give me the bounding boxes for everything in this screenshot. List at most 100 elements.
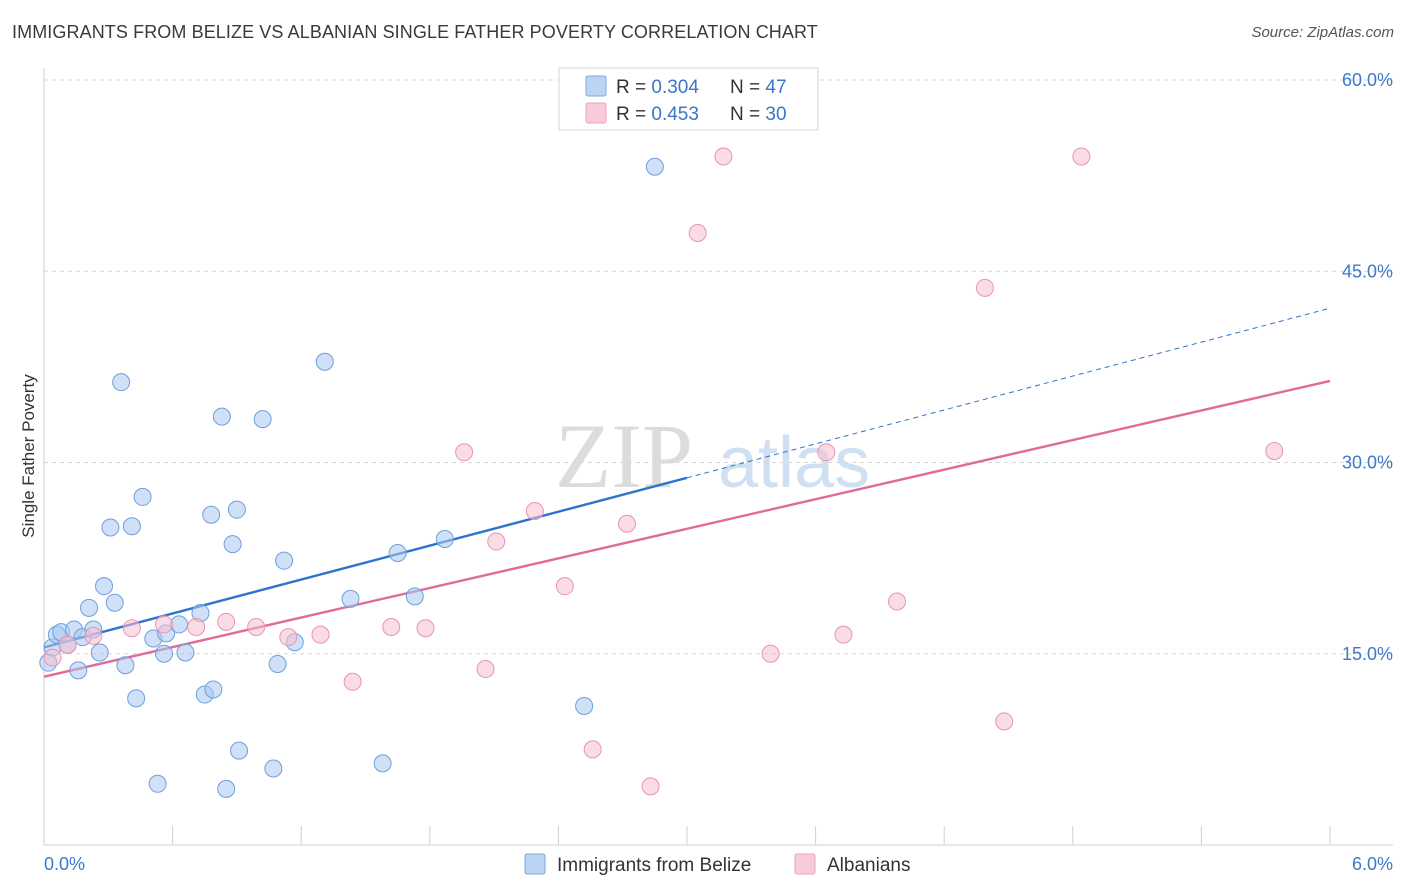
data-point-blue <box>112 373 131 392</box>
data-point-blue <box>212 407 231 426</box>
data-point-pink <box>995 712 1014 731</box>
data-point-pink <box>476 660 495 679</box>
data-point-blue <box>133 487 152 506</box>
data-point-pink <box>455 443 474 462</box>
y-tick-label: 15.0% <box>1342 644 1393 664</box>
data-point-pink <box>84 626 103 645</box>
data-point-pink <box>43 648 62 667</box>
data-point-pink <box>641 777 660 796</box>
legend-r-value: 0.453 <box>651 104 699 125</box>
y-tick-label: 60.0% <box>1342 70 1393 90</box>
data-point-blue <box>122 517 141 536</box>
data-point-blue <box>80 598 99 617</box>
data-point-pink <box>888 592 907 611</box>
y-tick-label: 30.0% <box>1342 453 1393 473</box>
series-legend: Immigrants from Belize Albanians <box>524 853 910 876</box>
data-point-blue <box>435 530 454 548</box>
data-point-blue <box>148 774 167 793</box>
data-point-pink <box>343 672 362 691</box>
data-point-blue <box>268 654 287 673</box>
legend-n-label: N = <box>730 77 765 98</box>
svg-text:R = 0.453: R = 0.453 <box>616 104 699 125</box>
data-point-blue <box>90 643 109 662</box>
data-point-pink <box>817 443 836 462</box>
data-point-pink <box>416 619 435 638</box>
data-point-blue <box>264 759 283 778</box>
data-point-pink <box>1265 442 1284 461</box>
data-point-blue <box>227 500 246 519</box>
stats-legend: R = 0.304 N = 47 R = 0.453 N = 30 <box>558 67 819 131</box>
data-point-blue <box>204 680 223 699</box>
x-tick-label: 0.0% <box>44 854 85 874</box>
data-points <box>39 147 1284 798</box>
legend-swatch-pink <box>585 102 607 124</box>
data-point-pink <box>1072 147 1091 166</box>
data-point-blue <box>155 644 174 663</box>
data-point-pink <box>187 617 206 636</box>
chart-title: IMMIGRANTS FROM BELIZE VS ALBANIAN SINGL… <box>12 22 818 42</box>
data-point-pink <box>525 501 544 520</box>
data-point-blue <box>202 505 221 524</box>
legend-r-value: 0.304 <box>651 77 699 98</box>
data-point-pink <box>688 224 707 242</box>
data-point-blue <box>223 535 242 554</box>
data-point-blue <box>315 352 334 371</box>
source-credit: Source: ZipAtlas.com <box>1251 24 1394 41</box>
data-point-pink <box>761 644 780 663</box>
data-point-blue <box>373 754 392 773</box>
data-point-pink <box>555 577 574 596</box>
data-point-pink <box>714 147 733 166</box>
data-point-blue <box>341 589 360 608</box>
svg-text:N = 30: N = 30 <box>730 104 787 125</box>
data-point-pink <box>58 635 77 654</box>
legend-n-label: N = <box>730 104 765 125</box>
legend-label-belize: Immigrants from Belize <box>557 855 751 876</box>
axes <box>43 68 1393 846</box>
data-point-pink <box>975 278 994 297</box>
data-point-blue <box>405 587 424 606</box>
data-point-blue <box>105 593 124 612</box>
data-point-pink <box>583 740 602 759</box>
legend-r-label: R = <box>616 104 651 125</box>
gridlines <box>44 79 1393 655</box>
data-point-pink <box>311 625 330 644</box>
legend-swatch-belize <box>524 853 546 875</box>
tick-labels: 15.0% 30.0% 45.0% 60.0% 0.0% 6.0% <box>44 70 1393 874</box>
data-point-pink <box>834 625 853 644</box>
data-point-pink <box>217 612 236 631</box>
legend-swatch-albanians <box>794 853 816 875</box>
data-point-blue <box>253 410 272 429</box>
data-point-pink <box>155 615 174 634</box>
data-point-pink <box>617 514 636 533</box>
data-point-blue <box>101 518 120 537</box>
data-point-blue <box>170 615 189 634</box>
trend-line-extension-blue <box>686 307 1331 479</box>
data-point-blue <box>69 661 88 680</box>
data-point-blue <box>176 643 195 662</box>
legend-label-albanians: Albanians <box>827 855 910 876</box>
data-point-blue <box>230 741 249 760</box>
svg-text:N = 47: N = 47 <box>730 77 787 98</box>
data-point-blue <box>95 577 114 596</box>
legend-swatch-blue <box>585 75 607 97</box>
data-point-blue <box>116 656 135 675</box>
data-point-pink <box>382 617 401 636</box>
data-point-pink <box>487 532 506 551</box>
legend-n-value: 47 <box>765 77 786 98</box>
x-tick-label: 6.0% <box>1352 854 1393 874</box>
data-point-pink <box>247 617 266 636</box>
data-point-blue <box>388 544 407 563</box>
data-point-pink <box>279 628 298 647</box>
legend-n-value: 30 <box>765 104 786 125</box>
data-point-blue <box>575 697 594 716</box>
data-point-blue <box>217 779 236 798</box>
data-point-blue <box>275 551 294 570</box>
y-tick-label: 45.0% <box>1342 261 1393 281</box>
svg-text:R = 0.304: R = 0.304 <box>616 77 699 98</box>
data-point-blue <box>127 689 146 708</box>
data-point-blue <box>645 157 664 176</box>
y-axis-label: Single Father Poverty <box>19 374 38 538</box>
watermark-zip: ZIP <box>555 405 693 507</box>
trend-line-blue <box>43 476 688 649</box>
